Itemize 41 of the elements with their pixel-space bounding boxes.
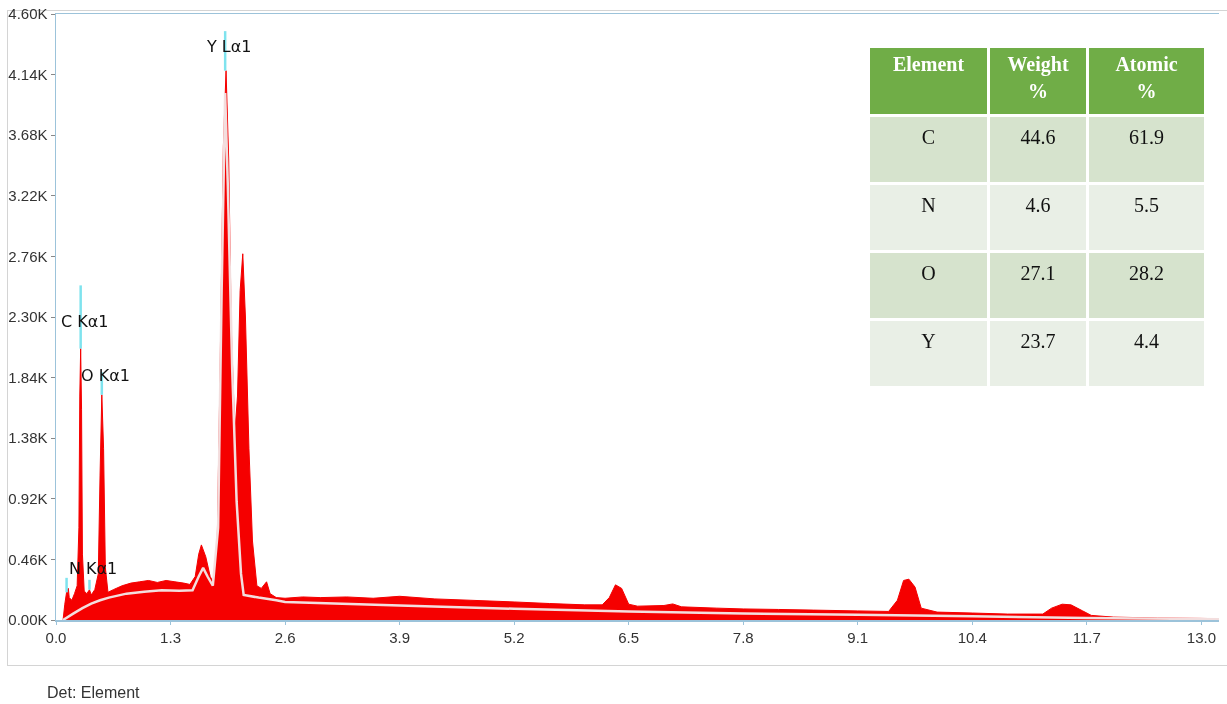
text: Det: Element xyxy=(47,684,141,701)
data-label: 27.1 xyxy=(990,253,1086,318)
x-tick-label: 13.0 xyxy=(1186,628,1216,646)
x-tick-label: 5.2 xyxy=(503,628,525,646)
series-label: Atomic % xyxy=(1089,48,1204,114)
x-tick-label: 6.5 xyxy=(618,628,640,646)
category-label: C xyxy=(870,117,987,182)
x-tick-label: 10.4 xyxy=(957,628,987,646)
x-tick-label: 9.1 xyxy=(847,628,869,646)
x-tick-label: 2.6 xyxy=(274,628,296,646)
data-label: 4.6 xyxy=(990,185,1086,250)
y-tick-label: 2.30K xyxy=(8,308,48,326)
x-tick-label: 7.8 xyxy=(732,628,754,646)
x-tick-label: 0.0 xyxy=(45,628,67,646)
data-label: 28.2 xyxy=(1089,253,1204,318)
x-tick-label: 11.7 xyxy=(1072,628,1101,646)
y-tick-label: 0.46K xyxy=(8,550,48,568)
annotation: C Kα1 xyxy=(61,312,109,331)
y-tick-label: 2.76K xyxy=(8,247,48,265)
data-label: 5.5 xyxy=(1089,185,1204,250)
annotation: O Kα1 xyxy=(81,366,130,385)
data-label: 23.7 xyxy=(990,321,1086,386)
data-label: 4.4 xyxy=(1089,321,1204,386)
category-label: N xyxy=(870,185,987,250)
annotation: Y Lα1 xyxy=(206,37,252,56)
data-label: 44.6 xyxy=(990,117,1086,182)
x-tick-label: 1.3 xyxy=(160,628,181,646)
category-label: Y xyxy=(870,321,987,386)
y-tick-label: 1.38K xyxy=(8,429,48,447)
y-tick-label: 0.92K xyxy=(8,490,48,508)
data-label: 61.9 xyxy=(1089,117,1204,182)
y-tick-label: 4.14K xyxy=(8,65,48,83)
y-tick-label: 3.68K xyxy=(8,126,48,144)
y-tick-label: 0.00K xyxy=(8,611,48,629)
y-tick-label: 1.84K xyxy=(8,368,48,386)
series-label: Weight % xyxy=(990,48,1086,114)
y-tick-label: 3.22K xyxy=(8,187,48,205)
text: Element xyxy=(870,48,987,114)
y-tick-label: 4.60K xyxy=(8,5,48,23)
category-label: O xyxy=(870,253,987,318)
x-tick-label: 3.9 xyxy=(389,628,411,646)
